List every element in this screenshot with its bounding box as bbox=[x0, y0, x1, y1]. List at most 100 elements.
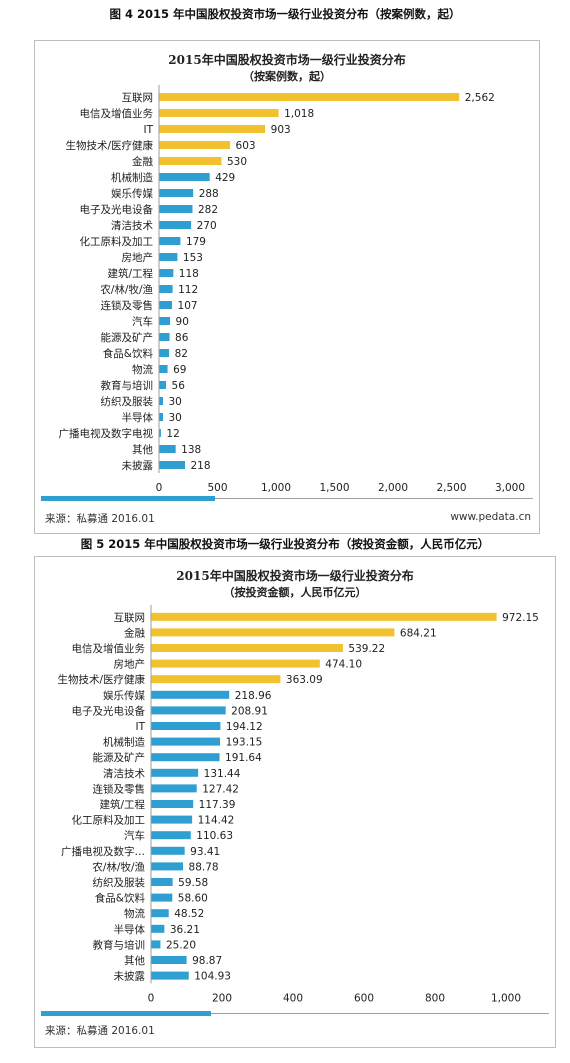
data-label: 86 bbox=[175, 332, 189, 344]
data-label: 474.10 bbox=[325, 659, 362, 671]
bar-chart-case-count: 互联网 2,562 电信及增值业务 1,018 IT 903 生物技术/医疗健康 603 金融 5… bbox=[59, 85, 525, 494]
category-label: 连锁及零售 bbox=[93, 782, 146, 795]
category-label: 物流 bbox=[132, 363, 153, 376]
bar bbox=[159, 461, 186, 469]
category-label: 农/林/牧/渔 bbox=[92, 860, 145, 873]
bar bbox=[159, 349, 170, 357]
source-note: 来源：私募通 2016.01 bbox=[45, 513, 155, 525]
data-label: 112 bbox=[178, 284, 198, 296]
category-label: 汽车 bbox=[132, 315, 153, 328]
data-label: 282 bbox=[198, 204, 218, 216]
category-label: 广播电视及数字电视 bbox=[59, 427, 154, 440]
bar bbox=[159, 429, 161, 437]
divider-rule bbox=[211, 1013, 549, 1014]
category-label: 纺织及服装 bbox=[93, 876, 146, 889]
category-label: 电信及增值业务 bbox=[72, 642, 146, 655]
bar bbox=[159, 381, 167, 389]
data-label: 88.78 bbox=[189, 861, 219, 873]
x-tick-label: 3,000 bbox=[495, 482, 525, 494]
bar bbox=[159, 189, 194, 197]
bar bbox=[159, 157, 222, 165]
x-tick-label: 800 bbox=[425, 992, 445, 1004]
bar bbox=[159, 205, 193, 213]
x-tick-label: 1,000 bbox=[261, 482, 291, 494]
bar bbox=[151, 737, 221, 746]
bar bbox=[159, 109, 279, 117]
data-label: 429 bbox=[215, 172, 235, 184]
data-label: 603 bbox=[236, 140, 256, 152]
data-label: 25.20 bbox=[166, 939, 196, 951]
category-label: 未披露 bbox=[114, 970, 146, 983]
category-label: 未披露 bbox=[122, 459, 154, 472]
data-label: 191.64 bbox=[225, 752, 262, 764]
category-label: 食品&饮料 bbox=[95, 892, 146, 905]
category-label: 娱乐传媒 bbox=[103, 689, 145, 702]
category-label: 半导体 bbox=[122, 411, 154, 424]
data-label: 218 bbox=[191, 460, 211, 472]
x-tick-label: 1,000 bbox=[491, 992, 521, 1004]
data-label: 131.44 bbox=[204, 768, 241, 780]
bar bbox=[159, 93, 460, 101]
figure-5-caption: 图 5 2015 年中国股权投资市场一级行业投资分布（按投资金额，人民币亿元） bbox=[80, 537, 490, 551]
bar-chart-investment-amount: 互联网 972.15 金融 684.21 电信及增值业务 539.22 房地产 474.10 生… bbox=[57, 605, 539, 1004]
data-label: 972.15 bbox=[502, 612, 539, 624]
category-label: 机械制造 bbox=[103, 736, 145, 749]
data-label: 93.41 bbox=[190, 846, 220, 858]
category-label: 电子及光电设备 bbox=[80, 203, 154, 216]
category-label: 建筑/工程 bbox=[107, 267, 153, 280]
category-label: 其他 bbox=[124, 954, 145, 967]
category-label: 互联网 bbox=[114, 612, 146, 624]
bar bbox=[151, 924, 165, 933]
data-label: 110.63 bbox=[196, 830, 233, 842]
category-label: 其他 bbox=[132, 443, 153, 456]
category-label: 能源及矿产 bbox=[93, 751, 146, 764]
category-label: 化工原料及加工 bbox=[80, 235, 154, 248]
bar bbox=[151, 846, 185, 855]
chart-subtitle: （按案例数，起） bbox=[243, 70, 331, 83]
bar bbox=[159, 445, 176, 453]
category-label: 互联网 bbox=[122, 92, 154, 104]
x-tick-label: 2,500 bbox=[436, 482, 466, 494]
category-label: 建筑/工程 bbox=[99, 798, 145, 811]
data-label: 218.96 bbox=[235, 690, 272, 702]
category-label: 食品&饮料 bbox=[103, 347, 154, 360]
category-label: 电信及增值业务 bbox=[80, 107, 154, 120]
x-tick-label: 0 bbox=[148, 992, 155, 1004]
bar bbox=[151, 862, 184, 871]
source-note: 来源：私募通 2016.01 bbox=[45, 1025, 155, 1037]
category-label: 娱乐传媒 bbox=[111, 187, 153, 200]
x-tick-label: 400 bbox=[283, 992, 303, 1004]
data-label: 107 bbox=[178, 300, 198, 312]
chart-subtitle: （按投资金额，人民币亿元） bbox=[223, 586, 367, 599]
category-label: 半导体 bbox=[114, 923, 146, 936]
figure-4-caption: 图 4 2015 年中国股权投资市场一级行业投资分布（按案例数，起） bbox=[109, 7, 461, 21]
data-label: 138 bbox=[181, 444, 201, 456]
x-tick-label: 500 bbox=[207, 482, 227, 494]
category-label: 金融 bbox=[124, 626, 145, 639]
website-label: www.pedata.cn bbox=[450, 511, 531, 523]
category-label: IT bbox=[143, 124, 153, 136]
data-label: 270 bbox=[197, 220, 217, 232]
data-label: 684.21 bbox=[400, 627, 437, 639]
data-label: 90 bbox=[176, 316, 189, 328]
category-label: 能源及矿产 bbox=[101, 331, 154, 344]
data-label: 1,018 bbox=[284, 108, 314, 120]
bar bbox=[151, 722, 221, 730]
x-tick-label: 2,000 bbox=[378, 482, 408, 494]
data-label: 30 bbox=[169, 412, 182, 424]
chart-title: 2015年中国股权投资市场一级行业投资分布 bbox=[168, 53, 406, 67]
divider-rule bbox=[215, 498, 533, 499]
category-label: 生物技术/医疗健康 bbox=[65, 139, 153, 152]
bar bbox=[159, 333, 170, 341]
bar bbox=[151, 878, 173, 886]
data-label: 114.42 bbox=[198, 815, 235, 827]
bar bbox=[159, 301, 173, 309]
bar bbox=[159, 125, 266, 133]
bar bbox=[159, 285, 173, 293]
figure-4-panel: 2015年中国股权投资市场一级行业投资分布 （按案例数，起） 互联网 2,562 电… bbox=[34, 40, 540, 534]
data-label: 48.52 bbox=[174, 908, 204, 920]
bar bbox=[159, 221, 192, 229]
bar bbox=[159, 237, 181, 245]
data-label: 179 bbox=[186, 236, 206, 248]
bar bbox=[159, 397, 164, 405]
